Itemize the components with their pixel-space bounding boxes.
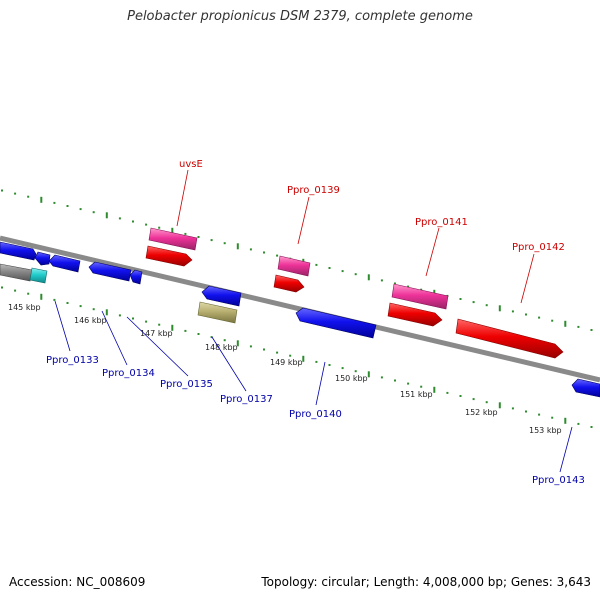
- genome-summary-text: Topology: circular; Length: 4,008,000 bp…: [261, 575, 591, 589]
- gene-label-Ppro_0140[interactable]: Ppro_0140: [289, 409, 342, 420]
- leader-Ppro_0137: [211, 336, 247, 392]
- gene-label-uvsE[interactable]: uvsE: [179, 159, 203, 170]
- gene-Ppro_0135[interactable]: [129, 269, 143, 285]
- gene-Ppro_0141[interactable]: [387, 302, 443, 327]
- gene-label-Ppro_0141[interactable]: Ppro_0141: [415, 217, 468, 228]
- gene-Ppro_0142[interactable]: [455, 318, 564, 359]
- gene-Ppro_0132b[interactable]: [34, 251, 51, 266]
- gene-Ppro_0137[interactable]: [197, 301, 238, 324]
- gene-Ppro_0141-rna[interactable]: [391, 283, 449, 310]
- kbp-label-153: 153 kbp: [529, 426, 562, 435]
- gene-label-Ppro_0137[interactable]: Ppro_0137: [220, 394, 273, 405]
- leader-Ppro_0135: [126, 316, 189, 377]
- leader-uvsE: [176, 169, 189, 227]
- leader-Ppro_0134: [101, 310, 128, 366]
- kbp-label-151: 151 kbp: [400, 390, 433, 399]
- gene-Ppro_0143[interactable]: [571, 378, 600, 398]
- gene-Ppro_0136[interactable]: [201, 285, 242, 307]
- kbp-label-149: 149 kbp: [270, 358, 303, 367]
- leader-Ppro_0133: [54, 300, 71, 352]
- map-title: Pelobacter propionicus DSM 2379, complet…: [127, 9, 473, 24]
- gene-uvsE[interactable]: [145, 245, 193, 267]
- gene-label-Ppro_0142[interactable]: Ppro_0142: [512, 242, 565, 253]
- leader-Ppro_0142: [520, 253, 535, 304]
- leader-Ppro_0143: [559, 426, 573, 473]
- gene-label-Ppro_0135[interactable]: Ppro_0135: [160, 379, 213, 390]
- gene-grey-feature[interactable]: [0, 263, 33, 282]
- kbp-label-152: 152 kbp: [465, 408, 498, 417]
- gene-label-Ppro_0133[interactable]: Ppro_0133: [46, 355, 99, 366]
- kbp-label-145: 145 kbp: [8, 303, 41, 312]
- leader-Ppro_0139: [297, 196, 310, 245]
- gene-Ppro_0139-rna[interactable]: [277, 255, 311, 277]
- gene-Ppro_0134[interactable]: [88, 261, 132, 282]
- leader-Ppro_0140: [315, 361, 326, 406]
- gene-label-Ppro_0134[interactable]: Ppro_0134: [102, 368, 155, 379]
- kbp-label-147: 147 kbp: [140, 329, 173, 338]
- scale-ticks: [1, 189, 593, 428]
- gene-Ppro_0132[interactable]: [0, 241, 37, 261]
- leader-Ppro_0141: [425, 227, 440, 277]
- genome-backbone: [0, 235, 600, 383]
- gene-uvsE-rna[interactable]: [148, 227, 198, 251]
- gene-Ppro_0139[interactable]: [273, 274, 305, 293]
- gene-cyan-rna[interactable]: [29, 267, 48, 284]
- gene-Ppro_0133[interactable]: [48, 254, 81, 273]
- gene-Ppro_0140[interactable]: [295, 307, 377, 339]
- gene-label-Ppro_0143[interactable]: Ppro_0143: [532, 475, 585, 486]
- kbp-label-146: 146 kbp: [74, 316, 107, 325]
- accession-text: Accession: NC_008609: [9, 575, 146, 589]
- kbp-label-148: 148 kbp: [205, 343, 238, 352]
- kbp-label-150: 150 kbp: [335, 374, 368, 383]
- gene-label-Ppro_0139[interactable]: Ppro_0139: [287, 185, 340, 196]
